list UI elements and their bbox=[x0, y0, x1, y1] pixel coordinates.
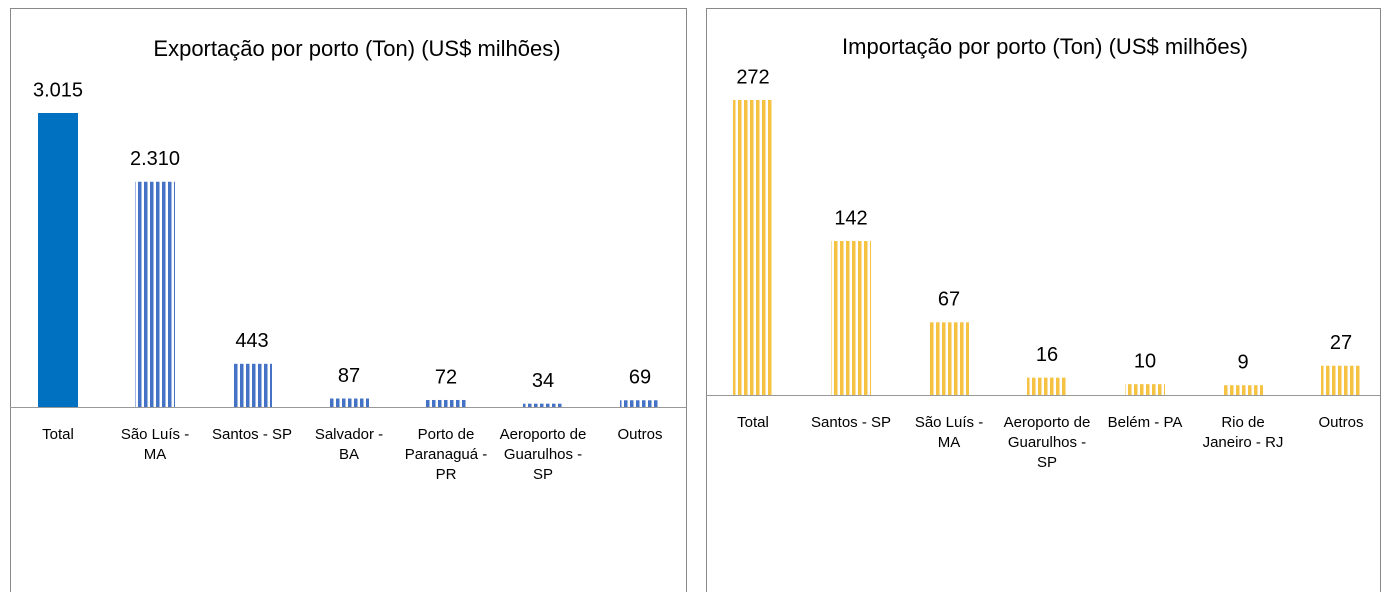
bar bbox=[426, 399, 466, 407]
data-label: 9 bbox=[1237, 352, 1248, 374]
bar bbox=[1223, 385, 1263, 395]
x-tick-label: Aeroporto de Guarulhos - SP bbox=[499, 426, 587, 483]
data-label: 67 bbox=[938, 289, 960, 311]
x-tick-label: Santos - SP bbox=[810, 414, 892, 431]
bar bbox=[523, 403, 563, 407]
x-tick-label: São Luís - MA bbox=[120, 426, 190, 463]
data-label: 69 bbox=[629, 367, 651, 389]
data-label: 87 bbox=[338, 365, 360, 387]
bar bbox=[620, 400, 660, 407]
data-label: 34 bbox=[532, 370, 554, 392]
x-tick-label: Salvador - BA bbox=[314, 426, 384, 463]
x-tick-label: Aeroporto de Guarulhos - SP bbox=[1003, 414, 1091, 471]
data-label: 10 bbox=[1134, 350, 1156, 372]
chart-title: Importação por porto (Ton) (US$ milhões) bbox=[842, 34, 1248, 59]
x-tick-label: Total bbox=[737, 414, 769, 431]
bar bbox=[38, 113, 78, 407]
x-tick-label: Rio de Janeiro - RJ bbox=[1202, 414, 1284, 451]
bar bbox=[1321, 365, 1361, 395]
bar bbox=[831, 240, 871, 395]
x-tick-label: São Luís - MA bbox=[914, 414, 984, 451]
x-tick-label: Outros bbox=[1318, 414, 1364, 431]
data-label: 2.310 bbox=[130, 148, 180, 170]
bar bbox=[1125, 384, 1165, 395]
data-label: 16 bbox=[1036, 344, 1058, 366]
panel-border bbox=[706, 8, 1381, 592]
x-tick-label: Belém - PA bbox=[1107, 414, 1183, 431]
x-tick-label: Porto de Paranaguá - PR bbox=[404, 426, 488, 483]
data-label: 3.015 bbox=[33, 79, 83, 101]
data-label: 27 bbox=[1330, 332, 1352, 354]
data-label: 443 bbox=[235, 330, 268, 352]
x-tick-label: Outros bbox=[617, 426, 663, 443]
panel-border bbox=[10, 8, 687, 592]
bar bbox=[329, 398, 369, 407]
data-label: 272 bbox=[736, 66, 769, 88]
x-tick-label: Total bbox=[42, 426, 74, 443]
bar bbox=[929, 322, 969, 395]
data-label: 72 bbox=[435, 366, 457, 388]
bar bbox=[733, 100, 773, 395]
data-label: 142 bbox=[834, 207, 867, 229]
chart-title: Exportação por porto (Ton) (US$ milhões) bbox=[153, 36, 560, 61]
bar bbox=[232, 363, 272, 407]
bar bbox=[135, 181, 175, 407]
x-tick-label: Santos - SP bbox=[211, 426, 293, 443]
bar bbox=[1027, 377, 1067, 395]
